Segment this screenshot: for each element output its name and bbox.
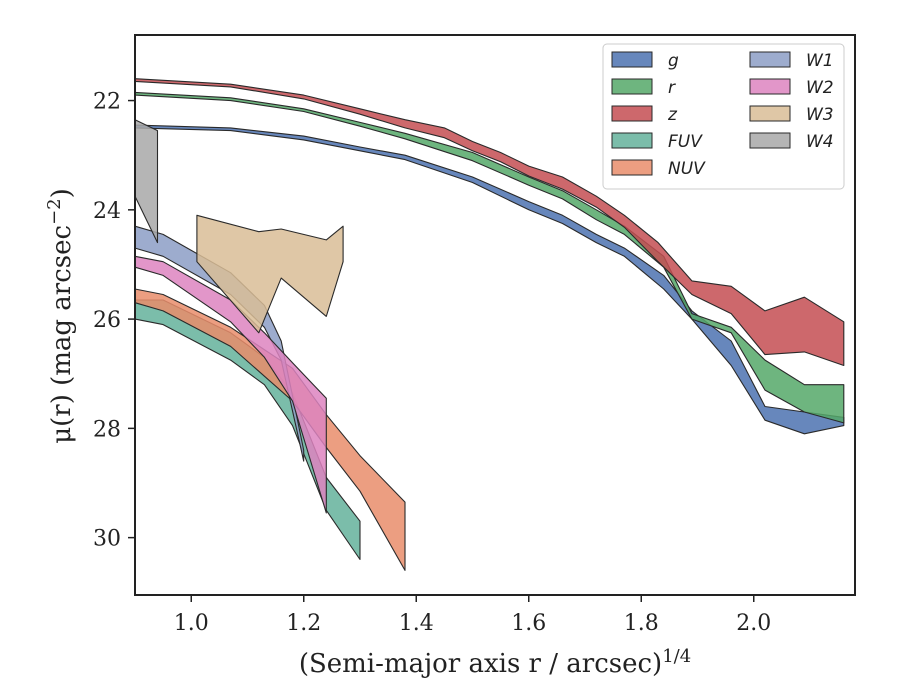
- legend-label-z: z: [667, 105, 678, 125]
- legend-swatch-w2: [749, 78, 791, 95]
- legend-label-nuv: NUV: [668, 159, 706, 179]
- legend-label-r: r: [668, 78, 676, 98]
- legend-swatch-w4: [749, 132, 791, 149]
- legend-label-g: g: [668, 51, 679, 71]
- x-axis-label: (Semi-major axis r / arcsec)1/4: [299, 646, 691, 679]
- x-tick-label: 1.8: [624, 611, 659, 636]
- plot-frame: [134, 34, 856, 596]
- y-axis-label-exponent: −2: [44, 198, 65, 225]
- y-axis-label-close: ): [47, 188, 77, 198]
- band-g: [134, 124, 845, 435]
- legend-swatch-nuv: [611, 159, 653, 176]
- legend-label-w3: W3: [806, 105, 834, 125]
- y-tick-label: 22: [93, 90, 121, 115]
- x-tick-label: 1.6: [511, 611, 546, 636]
- legend-label-w1: W1: [806, 51, 834, 71]
- legend-swatch-w3: [749, 105, 791, 122]
- legend-label-w4: W4: [806, 132, 834, 152]
- band-w3: [196, 214, 344, 334]
- y-axis-ticks: 22 24 26 28 30: [93, 90, 135, 552]
- legend-label-w2: W2: [806, 78, 834, 98]
- x-tick-label: 2.0: [736, 611, 771, 636]
- legend-swatch-w1: [749, 51, 791, 68]
- band-w4: [134, 119, 159, 244]
- x-tick-label: 1.4: [399, 611, 434, 636]
- x-tick-label: 1.0: [174, 611, 209, 636]
- y-tick-label: 24: [93, 199, 121, 224]
- y-tick-label: 26: [93, 308, 121, 333]
- legend-swatch-r: [611, 78, 653, 95]
- y-axis-label: μ(r) (mag arcsec−2): [44, 188, 77, 444]
- x-axis-ticks: 1.0 1.2 1.4 1.6 1.8 2.0: [174, 595, 771, 636]
- y-tick-label: 30: [93, 527, 121, 552]
- profile-bands: [134, 78, 845, 571]
- legend-label-fuv: FUV: [668, 132, 703, 152]
- y-tick-label: 28: [93, 417, 121, 442]
- legend: grz FUV NUV W1 W2 W3 W4: [602, 43, 845, 190]
- band-r: [134, 91, 845, 424]
- legend-swatch-g: [611, 51, 653, 68]
- legend-swatch-z: [611, 105, 653, 122]
- x-axis-label-exponent: 1/4: [662, 646, 691, 667]
- x-tick-label: 1.2: [286, 611, 321, 636]
- legend-swatch-fuv: [611, 132, 653, 149]
- band-z: [134, 78, 845, 367]
